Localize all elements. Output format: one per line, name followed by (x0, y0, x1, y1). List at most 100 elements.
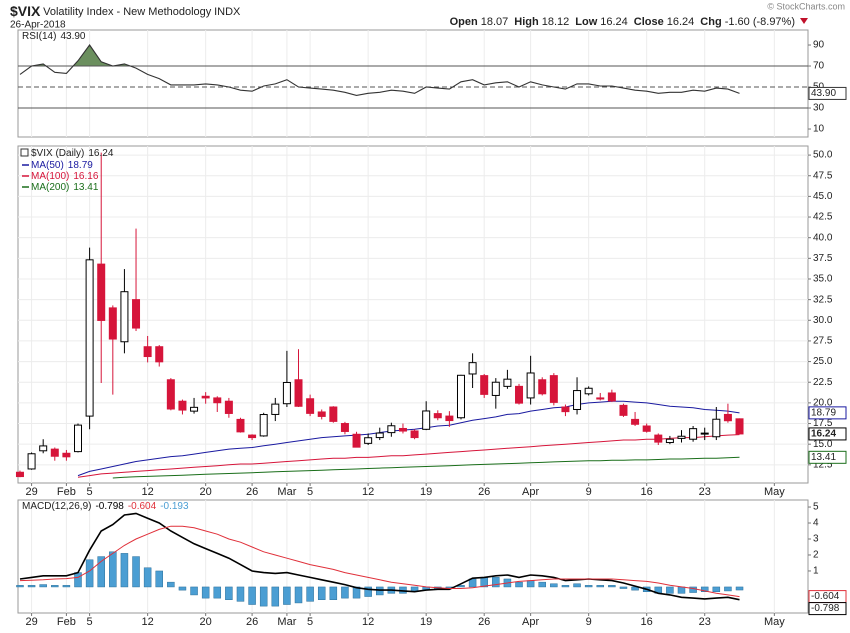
candle-body (503, 378, 512, 387)
candle-body (271, 403, 280, 415)
candle-body (259, 414, 268, 437)
candle-body (398, 427, 407, 432)
value-box (808, 450, 847, 464)
value-box-label: 43.90 (811, 88, 836, 99)
y-tick-label: 35.0 (813, 274, 833, 285)
candle-body (689, 428, 698, 440)
histogram-bar (596, 585, 605, 588)
value-box-label: 18.79 (811, 408, 836, 419)
x-tick-label: 23 (699, 486, 711, 498)
x-tick-label: Feb (57, 486, 76, 498)
x-tick-label: 29 (25, 486, 37, 498)
x-tick-label: 12 (362, 486, 374, 498)
legend-title: RSI(14) (22, 31, 56, 42)
histogram-bar (375, 586, 384, 596)
candle-body (515, 385, 524, 404)
overbought-area (31, 45, 131, 67)
x-tick-label: 16 (641, 486, 653, 498)
candle-body (317, 411, 326, 417)
x-tick-label: 19 (420, 486, 432, 498)
histogram-bar (573, 583, 581, 588)
x-tick-label: Feb (57, 616, 76, 628)
candle-body (340, 423, 349, 432)
legend-name: MA(200) (31, 182, 69, 193)
candle-body (236, 418, 245, 433)
x-tick-label: 9 (586, 616, 592, 628)
candle-body (642, 425, 651, 432)
candle-body (50, 448, 59, 457)
candle-body (201, 395, 210, 399)
y-tick-label: 12.5 (813, 459, 833, 470)
candle-body (364, 437, 373, 444)
histogram-bar (724, 586, 732, 592)
value-box-label: -0.798 (811, 603, 840, 614)
macd-line (19, 525, 740, 598)
candle-body (526, 372, 535, 399)
candle-body (549, 375, 558, 403)
histogram-bar (225, 586, 233, 600)
candle-body (468, 362, 477, 375)
quote-label: Open (450, 16, 478, 28)
x-tick-label: 29 (25, 616, 37, 628)
value-box (808, 406, 847, 420)
candle-body (410, 430, 419, 439)
x-tick-label: 19 (420, 616, 432, 628)
x-tick-label: May (764, 486, 785, 498)
x-tick-label: Mar (277, 616, 296, 628)
x-tick-label: May (764, 616, 785, 628)
candle-body (85, 259, 94, 417)
candle-body (445, 415, 454, 422)
candle-body (654, 434, 663, 443)
histogram-bar (155, 570, 163, 588)
legend-name: MA(50) (31, 160, 64, 171)
x-tick-label: 12 (142, 486, 154, 498)
legend-value: 18.79 (68, 160, 93, 171)
candle-body (178, 400, 187, 411)
y-tick-label: 90 (813, 40, 825, 51)
candle-body (132, 299, 141, 329)
candle-body (294, 379, 303, 407)
symbol: $VIX (10, 3, 41, 19)
histogram-bar (712, 586, 721, 592)
y-tick-label: 3 (813, 534, 819, 545)
quote-label: Close (634, 16, 664, 28)
y-tick-label: 37.5 (813, 253, 833, 264)
candle-body (561, 406, 570, 413)
histogram-bar (608, 585, 616, 588)
y-tick-label: 30.0 (813, 315, 833, 326)
x-tick-label: 5 (87, 486, 93, 498)
x-tick-label: 16 (641, 616, 653, 628)
histogram-bar (271, 586, 280, 607)
x-tick-label: 26 (246, 616, 258, 628)
histogram-bar (178, 586, 187, 591)
x-tick-label: Apr (522, 616, 539, 628)
histogram-bar (700, 586, 709, 592)
histogram-bar (631, 586, 639, 591)
legend-value: 16.24 (88, 148, 113, 159)
panel (17, 29, 809, 138)
x-tick-label: 12 (362, 616, 374, 628)
candle-body (74, 424, 83, 453)
quote-value: -1.60 (-8.97%) (725, 16, 795, 28)
candle-body (596, 397, 605, 400)
histogram-bar (97, 556, 105, 588)
histogram-bar (283, 586, 291, 605)
candle-body (27, 453, 36, 470)
histogram-bar (666, 586, 674, 594)
histogram-bar (317, 586, 326, 600)
y-tick-label: 4 (813, 518, 819, 529)
candle-body (735, 418, 744, 435)
y-tick-label: 17.5 (813, 418, 833, 429)
histogram-bar (561, 585, 570, 588)
macd-line (19, 512, 740, 601)
histogram-bar (27, 585, 36, 588)
candle-body (375, 432, 384, 439)
histogram-bar (677, 586, 686, 594)
legend-value: -0.193 (160, 501, 189, 512)
histogram-bar (329, 586, 338, 600)
candle-body (631, 418, 640, 425)
value-box (808, 602, 847, 616)
moving-average (77, 400, 740, 477)
candle-body (723, 413, 732, 422)
